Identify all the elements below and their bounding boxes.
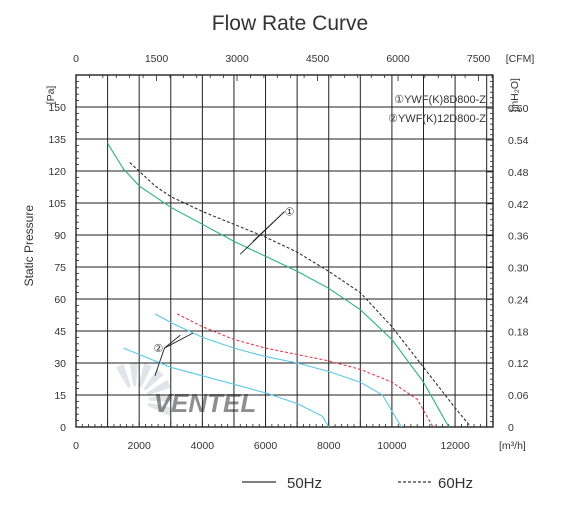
top-tick-label: 0 [73,53,79,65]
x-tick-label: 8000 [317,440,341,452]
annotations: ①② [154,207,295,376]
callout-2-leader [164,334,181,349]
watermark-text: VENTEL [154,388,257,418]
grid-lines [76,75,493,427]
watermark-blade [147,402,173,416]
callout-1-leader [252,211,285,242]
legend-entry: ①YWF(K)8D800-Z [394,94,486,106]
top-tick-label: 6000 [386,53,410,65]
axis-ticks [75,74,494,428]
right-tick-label: 0.48 [508,167,529,179]
unit-left: [Pa] [45,86,57,105]
y-tick-label: 30 [54,358,66,370]
x-tick-label: 12000 [440,440,469,452]
watermark-blade [129,362,139,387]
unit-bottom: [m³/h] [499,440,526,452]
series-line-model-2-50hz [154,313,402,428]
right-tick-label: 0.30 [508,263,529,275]
x-tick-label: 6000 [254,440,278,452]
series-line-model-2-60hz [176,313,434,428]
y-tick-label: 150 [48,102,66,114]
unit-top: [CFM] [506,53,535,65]
right-tick-label: 0.42 [508,199,529,211]
top-tick-label: 7500 [467,53,491,65]
axis-labels: 0 2000 4000 6000 8000 10000 120000153045607590… [22,53,534,452]
y-axis-title: Static Pressure [22,205,36,287]
x-tick-label: 0 [73,440,79,452]
right-tick-label: 0.60 [508,103,529,115]
line-style-label: 50Hz [287,475,322,492]
right-tick-label: 0.24 [508,294,529,306]
top-tick-label: 1500 [145,53,169,65]
unit-right: [inH₂O] [509,78,521,112]
line-style-label: 60Hz [438,475,473,492]
y-tick-label: 135 [48,134,66,146]
series-line-model-1-60hz [129,162,472,428]
y-tick-label: 45 [54,326,66,338]
top-tick-label: 3000 [225,53,249,65]
y-tick-label: 105 [48,198,66,210]
x-tick-label: 10000 [377,440,406,452]
callout-2-label: ② [154,343,164,355]
watermark-blade [116,363,131,388]
right-tick-label: 0.18 [508,326,529,338]
x-tick-label: 4000 [191,440,215,452]
legend-entry: ②YWF(K)12D800-Z [388,113,486,125]
watermark-logo: VENTEL [116,362,256,418]
watermark-blade [138,363,153,388]
series-line-model-1-50hz [107,143,450,428]
callout-1-label: ① [285,207,295,219]
watermark-blade [143,369,164,391]
right-tick-label: 0 [508,422,514,434]
y-tick-label: 90 [54,230,66,242]
y-tick-label: 120 [48,166,66,178]
callout-2-leader [154,347,165,376]
series-line-model-2-50hz [123,347,330,428]
right-tick-label: 0.12 [508,358,529,370]
watermark-blade [146,379,171,396]
series-lines [107,143,472,428]
y-tick-label: 60 [54,294,66,306]
plot-frame [75,74,494,428]
right-tick-label: 0.54 [508,135,529,147]
right-tick-label: 0.06 [508,390,529,402]
top-tick-label: 4500 [306,53,330,65]
x-tick-label: 2000 [128,440,152,452]
y-tick-label: 0 [60,422,66,434]
chart-title: Flow Rate Curve [212,12,368,35]
legend: ①YWF(K)8D800-Z ②YWF(K)12D800-Z 50Hz 60Hz [242,94,486,492]
y-tick-label: 15 [54,390,66,402]
callout-2-leader [164,332,194,349]
right-tick-label: 0.36 [508,231,529,243]
y-tick-label: 75 [54,262,66,274]
